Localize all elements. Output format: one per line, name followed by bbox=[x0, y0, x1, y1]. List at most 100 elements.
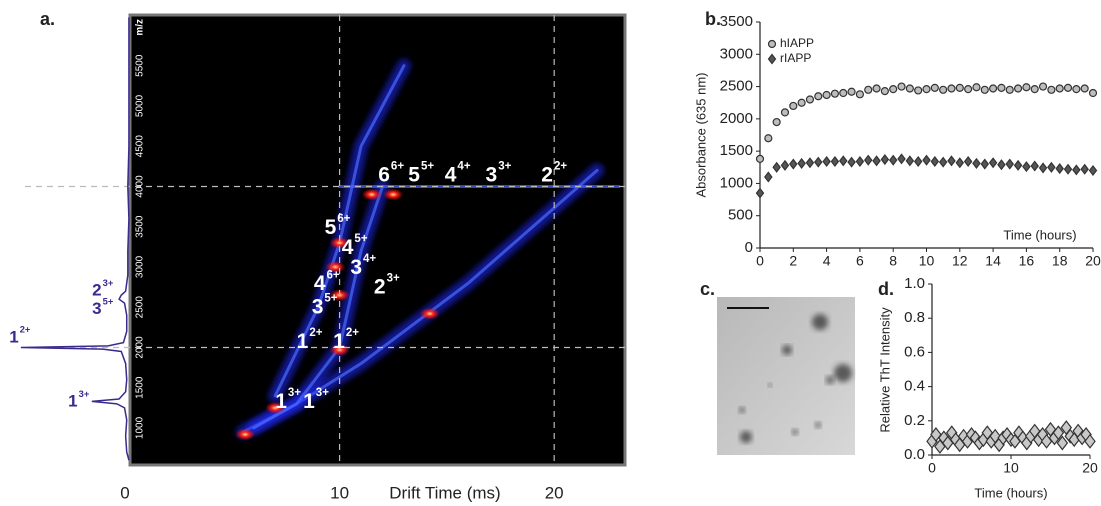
panel-label: c. bbox=[700, 279, 715, 299]
ion-label: 2 bbox=[541, 164, 553, 187]
y-tick-label: 1000 bbox=[135, 416, 146, 439]
data-point bbox=[888, 154, 898, 166]
ion-label: 1 bbox=[275, 390, 287, 413]
y-tick-label: 0.2 bbox=[904, 412, 925, 429]
data-point bbox=[797, 157, 806, 169]
data-point bbox=[772, 117, 781, 127]
x-tick-label: 6 bbox=[856, 253, 864, 269]
x-tick-label: 20 bbox=[545, 483, 564, 502]
data-point bbox=[1088, 88, 1098, 98]
ion-label: 5 bbox=[408, 164, 420, 187]
micrograph bbox=[717, 297, 855, 455]
data-point bbox=[847, 87, 856, 96]
particle bbox=[792, 429, 798, 435]
data-point bbox=[1052, 425, 1065, 441]
data-point bbox=[822, 90, 831, 100]
x-tick-label: 4 bbox=[823, 253, 831, 269]
data-point bbox=[1063, 83, 1073, 92]
data-point bbox=[880, 86, 889, 96]
x-tick-label: 18 bbox=[1052, 253, 1068, 269]
x-tick-label: 16 bbox=[1019, 253, 1035, 269]
data-point bbox=[822, 155, 831, 168]
ion-label: 2 bbox=[92, 281, 101, 300]
data-point bbox=[1080, 163, 1089, 175]
ion-label: 3 bbox=[312, 296, 324, 319]
y-tick-label: 0.8 bbox=[904, 309, 925, 326]
particle bbox=[815, 422, 821, 428]
data-point bbox=[864, 85, 873, 94]
ion-label: 1 bbox=[297, 330, 309, 353]
heatmap-frame bbox=[128, 13, 627, 467]
data-point bbox=[814, 92, 823, 101]
data-point bbox=[1047, 161, 1056, 173]
particle bbox=[812, 314, 828, 330]
data-point bbox=[1022, 161, 1031, 173]
y-tick-label: 3500 bbox=[720, 13, 753, 30]
data-point bbox=[830, 89, 840, 98]
data-point bbox=[964, 85, 973, 94]
data-point bbox=[839, 88, 848, 98]
ion-label: 4 bbox=[342, 236, 354, 259]
ion-label: 1 bbox=[333, 330, 345, 353]
data-point bbox=[872, 155, 881, 167]
intensity-peak bbox=[329, 236, 350, 249]
intensity-peak bbox=[361, 188, 382, 201]
y-tick-label: 1000 bbox=[720, 174, 753, 191]
y-tick-label: 3000 bbox=[720, 45, 753, 62]
y-tick-label: 1500 bbox=[135, 376, 146, 399]
y-axis-label: Absorbance (635 nm) bbox=[693, 72, 708, 197]
data-point bbox=[1030, 160, 1039, 172]
data-point bbox=[838, 155, 848, 167]
ion-charge: 3+ bbox=[316, 387, 329, 399]
intensity-peak bbox=[419, 307, 440, 320]
data-point bbox=[947, 84, 956, 93]
ion-charge: 4+ bbox=[363, 253, 376, 265]
data-point bbox=[922, 154, 931, 166]
data-point bbox=[905, 155, 915, 167]
data-point bbox=[1038, 82, 1048, 91]
y-tick-label: 0 bbox=[745, 239, 753, 256]
data-point bbox=[914, 86, 923, 95]
ion-charge: 5+ bbox=[354, 233, 367, 245]
data-point bbox=[913, 155, 923, 168]
data-point bbox=[930, 83, 939, 92]
data-point bbox=[764, 171, 773, 183]
data-point bbox=[1022, 83, 1031, 92]
data-point bbox=[889, 85, 898, 94]
ion-charge: 3+ bbox=[288, 387, 301, 399]
data-point bbox=[988, 84, 998, 93]
data-point bbox=[1038, 162, 1048, 174]
data-point bbox=[797, 98, 806, 107]
data-point bbox=[939, 85, 948, 94]
x-tick-label: 0 bbox=[120, 483, 129, 502]
ion-charge: 5+ bbox=[324, 293, 337, 305]
y-tick-label: 2000 bbox=[135, 336, 146, 359]
data-point bbox=[997, 159, 1006, 171]
ion-charge: 4+ bbox=[457, 161, 470, 173]
particle bbox=[740, 431, 752, 443]
data-point bbox=[1013, 159, 1023, 171]
ion-charge: 2+ bbox=[20, 325, 31, 335]
data-point bbox=[930, 155, 940, 168]
ion-label: 3 bbox=[92, 299, 101, 318]
data-point bbox=[855, 155, 865, 168]
ion-label: 4 bbox=[445, 164, 457, 187]
data-point bbox=[1063, 163, 1073, 175]
ion-label: 5 bbox=[325, 216, 337, 239]
y-tick-label: 4500 bbox=[135, 135, 146, 158]
data-point bbox=[922, 85, 931, 94]
data-point bbox=[805, 157, 815, 169]
data-point bbox=[764, 134, 773, 143]
intensity-peak bbox=[325, 260, 346, 273]
panel-label: d. bbox=[878, 279, 894, 299]
ion-charge: 3+ bbox=[103, 278, 114, 288]
ion-label: 1 bbox=[68, 392, 77, 411]
data-point bbox=[863, 154, 873, 166]
y-axis-label: m/z bbox=[135, 19, 146, 36]
data-point bbox=[872, 84, 881, 93]
legend-label: hIAPP bbox=[780, 36, 814, 50]
legend-label: rIAPP bbox=[780, 51, 811, 65]
ion-charge: 3+ bbox=[387, 272, 400, 284]
data-point bbox=[1056, 435, 1069, 451]
particle bbox=[782, 345, 792, 355]
